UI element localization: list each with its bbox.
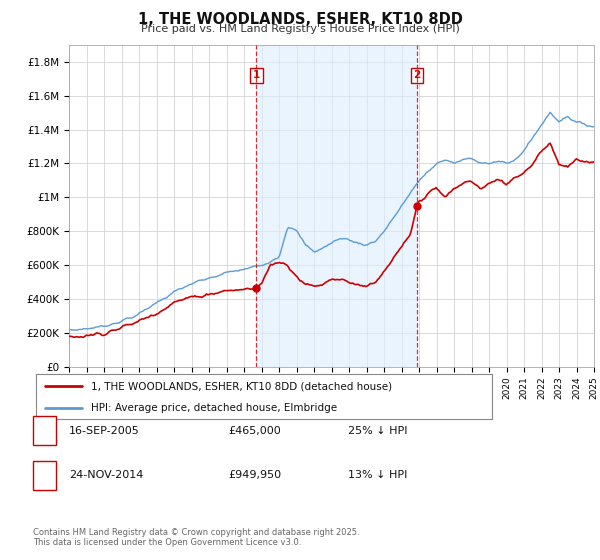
Text: Price paid vs. HM Land Registry's House Price Index (HPI): Price paid vs. HM Land Registry's House … xyxy=(140,24,460,34)
Text: 1: 1 xyxy=(40,424,49,437)
Text: 1: 1 xyxy=(253,71,260,81)
Text: 2: 2 xyxy=(413,71,421,81)
Text: Contains HM Land Registry data © Crown copyright and database right 2025.
This d: Contains HM Land Registry data © Crown c… xyxy=(33,528,359,547)
Text: £949,950: £949,950 xyxy=(228,470,281,480)
Text: 2: 2 xyxy=(40,469,49,482)
Text: 13% ↓ HPI: 13% ↓ HPI xyxy=(348,470,407,480)
Text: 1, THE WOODLANDS, ESHER, KT10 8DD: 1, THE WOODLANDS, ESHER, KT10 8DD xyxy=(137,12,463,27)
Text: 16-SEP-2005: 16-SEP-2005 xyxy=(69,426,140,436)
Text: 24-NOV-2014: 24-NOV-2014 xyxy=(69,470,143,480)
Bar xyxy=(256,45,417,367)
Text: HPI: Average price, detached house, Elmbridge: HPI: Average price, detached house, Elmb… xyxy=(91,403,337,413)
Text: 1, THE WOODLANDS, ESHER, KT10 8DD (detached house): 1, THE WOODLANDS, ESHER, KT10 8DD (detac… xyxy=(91,381,392,391)
Text: 25% ↓ HPI: 25% ↓ HPI xyxy=(348,426,407,436)
Text: £465,000: £465,000 xyxy=(228,426,281,436)
